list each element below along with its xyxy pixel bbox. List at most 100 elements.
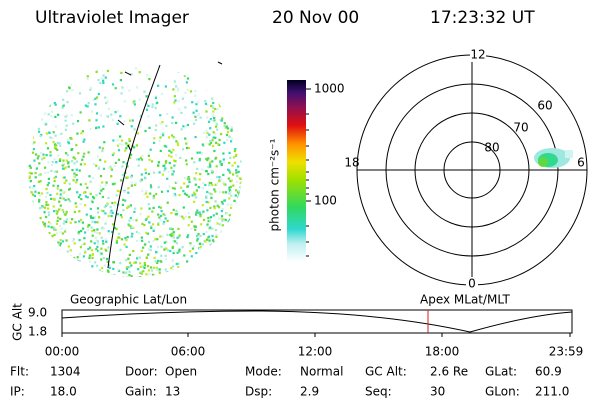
speckle xyxy=(134,182,137,185)
speckle xyxy=(121,165,124,168)
speckle xyxy=(91,176,94,179)
speckle xyxy=(104,238,107,241)
speckle xyxy=(209,216,212,219)
speckle xyxy=(148,207,151,210)
speckle xyxy=(137,158,141,161)
speckle xyxy=(51,243,54,246)
speckle xyxy=(67,162,70,165)
speckle xyxy=(104,160,107,163)
speckle xyxy=(237,75,240,78)
speckle xyxy=(193,191,196,194)
speckle xyxy=(204,100,207,103)
speckle xyxy=(205,230,208,233)
speckle xyxy=(117,203,121,206)
speckle xyxy=(145,217,148,220)
speckle xyxy=(137,164,140,167)
speckle xyxy=(41,113,44,116)
speckle xyxy=(219,160,222,163)
speckle xyxy=(139,156,142,159)
speckle xyxy=(170,155,173,158)
speckle xyxy=(233,124,237,127)
speckle xyxy=(80,198,83,201)
speckle xyxy=(76,191,79,194)
speckle xyxy=(30,91,33,95)
speckle xyxy=(39,251,42,254)
speckle xyxy=(150,266,153,269)
speckle xyxy=(166,219,169,222)
speckle xyxy=(99,81,102,85)
speckle xyxy=(126,207,129,210)
speckle xyxy=(208,184,211,187)
speckle xyxy=(201,212,204,215)
speckle xyxy=(125,239,128,242)
speckle xyxy=(74,157,77,160)
speckle xyxy=(62,272,65,275)
speckle xyxy=(160,210,163,213)
speckle xyxy=(130,275,133,277)
speckle xyxy=(211,268,214,271)
speckle xyxy=(90,226,93,229)
speckle xyxy=(224,246,227,249)
speckle xyxy=(147,215,150,218)
speckle xyxy=(196,211,199,214)
speckle xyxy=(89,88,92,91)
speckle xyxy=(30,172,33,175)
speckle xyxy=(205,129,208,132)
speckle xyxy=(235,273,238,276)
speckle xyxy=(85,279,87,281)
speckle xyxy=(167,154,171,157)
speckle xyxy=(29,279,31,281)
speckle xyxy=(180,111,183,114)
speckle xyxy=(128,266,131,269)
speckle xyxy=(128,89,131,92)
speckle xyxy=(80,65,84,68)
speckle xyxy=(221,208,224,211)
speckle xyxy=(56,148,59,151)
speckle xyxy=(241,259,242,262)
speckle xyxy=(54,125,57,128)
speckle xyxy=(211,97,214,100)
speckle xyxy=(171,187,174,190)
speckle xyxy=(148,158,151,161)
speckle xyxy=(28,206,31,210)
speckle xyxy=(147,240,151,244)
speckle xyxy=(219,119,222,122)
speckle xyxy=(136,257,139,260)
speckle xyxy=(232,235,235,238)
speckle xyxy=(150,226,153,229)
speckle xyxy=(206,103,209,106)
speckle xyxy=(143,224,146,227)
speckle xyxy=(229,219,232,222)
speckle xyxy=(221,117,224,120)
orbit-y-min: 1.8 xyxy=(28,325,47,339)
speckle xyxy=(40,151,43,155)
speckle xyxy=(237,245,240,248)
speckle xyxy=(72,272,75,275)
speckle xyxy=(156,101,159,104)
speckle xyxy=(56,141,59,144)
speckle xyxy=(132,280,134,282)
speckle xyxy=(33,251,36,254)
speckle xyxy=(37,220,40,223)
speckle xyxy=(104,222,107,225)
speckle xyxy=(175,209,178,212)
speckle xyxy=(165,124,168,127)
speckle xyxy=(128,139,131,143)
speckle xyxy=(178,193,181,197)
speckle xyxy=(196,101,199,104)
speckle xyxy=(128,274,131,277)
speckle xyxy=(40,254,43,257)
speckle xyxy=(229,185,232,188)
speckle xyxy=(207,201,210,204)
speckle xyxy=(227,177,230,180)
speckle xyxy=(147,269,150,272)
speckle xyxy=(173,80,176,83)
speckle xyxy=(62,104,65,107)
speckle xyxy=(93,229,96,232)
speckle xyxy=(125,267,129,270)
speckle xyxy=(63,176,66,179)
speckle xyxy=(181,215,184,218)
speckle xyxy=(46,147,50,150)
speckle xyxy=(175,181,178,184)
speckle xyxy=(65,114,68,117)
